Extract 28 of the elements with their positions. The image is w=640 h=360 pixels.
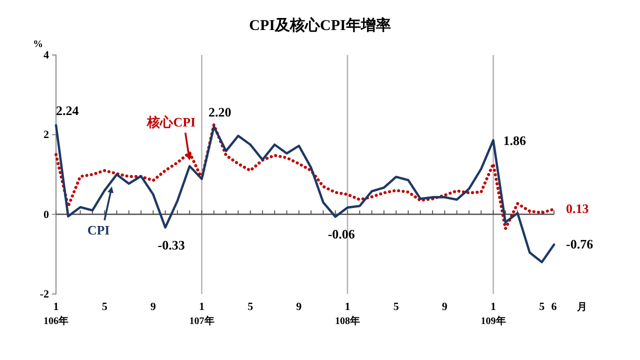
x-tick-label: 9 <box>296 301 302 313</box>
x-tick-label: 5 <box>248 301 254 313</box>
y-tick-label: 2 <box>44 129 50 142</box>
series-label: 核心CPI <box>146 114 196 130</box>
data-label: 0.13 <box>566 201 590 216</box>
y-tick-label: 4 <box>44 50 50 62</box>
x-axis-title: 月 <box>576 302 587 313</box>
data-label: -0.76 <box>566 236 594 252</box>
data-label: 1.86 <box>503 133 527 148</box>
legend-label: CPI <box>87 222 110 238</box>
x-tick-label: 5 <box>539 301 546 313</box>
data-label: 2.20 <box>208 104 232 120</box>
x-tick-label: 1 109年 <box>480 301 506 327</box>
chart-title: CPI及核心CPI年增率 <box>249 16 391 34</box>
x-tick-label: 1 108年 <box>335 301 360 327</box>
data-label: -0.06 <box>328 226 356 242</box>
x-tick-label: 1 107年 <box>189 301 214 327</box>
x-tick-label: 9 <box>442 301 448 313</box>
y-axis-title: % <box>33 39 43 50</box>
x-tick-label: 9 <box>150 301 156 313</box>
data-label: -0.33 <box>158 237 186 252</box>
x-tick-label: 1 106年 <box>44 301 68 327</box>
x-tick-label: 5 <box>393 301 400 313</box>
data-label: 2.24 <box>56 103 80 118</box>
x-tick-label: 6 <box>551 301 558 313</box>
x-tick-label: 5 <box>102 301 108 313</box>
y-tick-label: 0 <box>44 208 50 221</box>
y-tick-label: -2 <box>40 288 50 301</box>
